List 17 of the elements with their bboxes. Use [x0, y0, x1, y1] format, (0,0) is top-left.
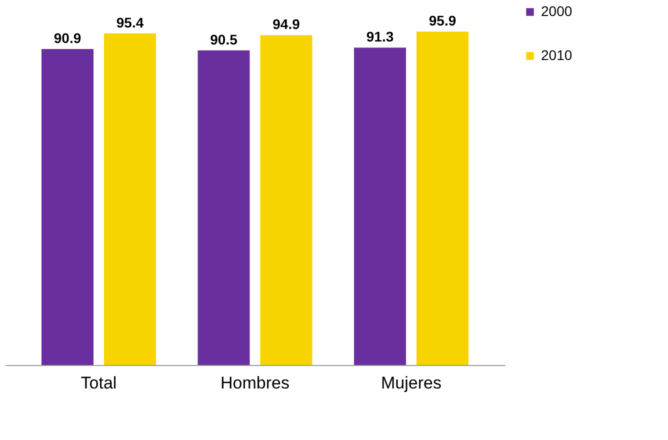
bar [42, 49, 94, 365]
bar [104, 33, 156, 365]
data-label: 95.4 [116, 14, 144, 30]
data-label: 94.9 [272, 16, 300, 32]
x-tick-label: Hombres [220, 374, 290, 392]
bar [260, 35, 312, 365]
data-label: 91.3 [366, 28, 394, 45]
legend-label: 2000 [541, 3, 572, 19]
bar [198, 50, 250, 365]
bar [416, 32, 468, 365]
data-label: 90.9 [54, 30, 82, 46]
legend-label: 2010 [541, 47, 572, 63]
bar [354, 48, 406, 365]
data-label: 95.9 [428, 12, 456, 29]
x-tick-label: Total [80, 374, 117, 392]
data-label: 90.5 [210, 31, 238, 48]
x-tick-label: Mujeres [381, 374, 442, 392]
